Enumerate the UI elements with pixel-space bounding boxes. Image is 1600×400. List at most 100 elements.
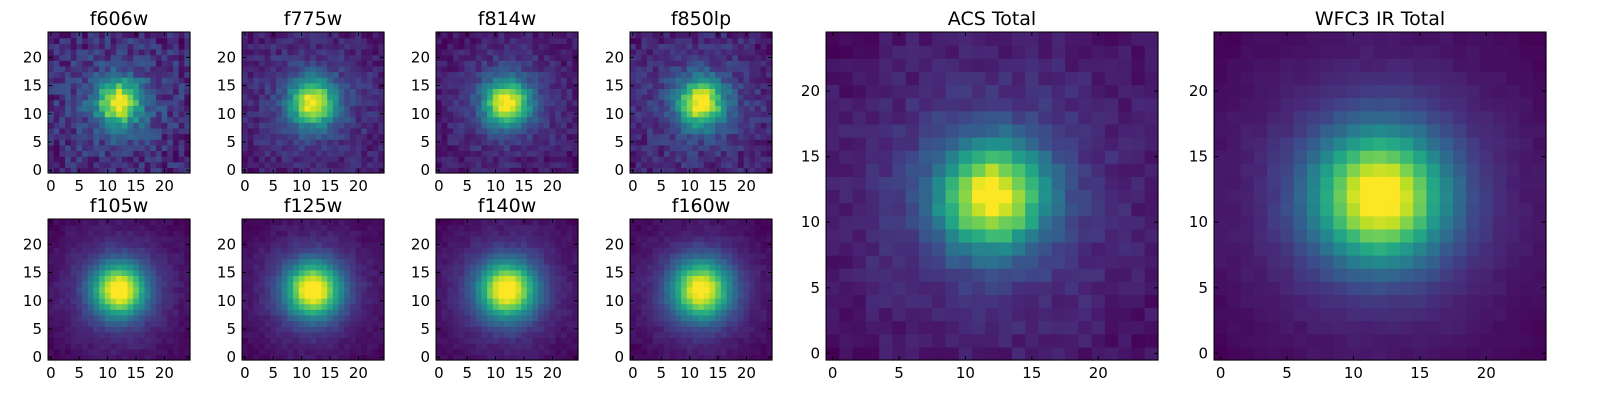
heatmap-cell <box>150 219 157 226</box>
heatmap-cell <box>669 167 677 174</box>
heatmap-cell <box>447 309 454 316</box>
heatmap-cell <box>366 331 374 339</box>
heatmap-cell <box>458 309 465 316</box>
heatmap-cell <box>121 252 129 260</box>
heatmap-cell <box>372 275 379 282</box>
heatmap-cell <box>464 43 471 50</box>
heatmap-cell <box>59 354 66 361</box>
heatmap-cell <box>464 37 471 44</box>
heatmap-cell <box>144 82 151 89</box>
heatmap-cell <box>270 122 277 129</box>
panel-title: f125w <box>284 195 343 217</box>
heatmap-cell <box>315 48 323 56</box>
heatmap-cell <box>492 309 500 316</box>
heatmap-cell <box>458 48 465 56</box>
heatmap-cell <box>310 331 317 339</box>
heatmap-cell <box>247 309 254 316</box>
heatmap-cell <box>138 354 146 361</box>
heatmap-cell <box>732 88 739 95</box>
heatmap-cell <box>470 116 477 123</box>
heatmap-cell <box>698 144 705 152</box>
heatmap-cell <box>441 65 448 73</box>
heatmap-cell <box>652 275 659 282</box>
heatmap-cell <box>116 331 123 339</box>
heatmap-cell <box>93 37 100 44</box>
heatmap-cell <box>315 331 323 339</box>
heatmap-cell <box>48 122 55 129</box>
heatmap-cell <box>737 127 745 135</box>
heatmap-cell <box>315 314 323 322</box>
heatmap-cell <box>338 99 345 106</box>
heatmap-cell <box>104 264 112 271</box>
heatmap-cell <box>447 275 454 282</box>
heatmap-cell <box>116 252 123 260</box>
heatmap-cell <box>349 309 357 316</box>
heatmap-cell <box>441 99 448 106</box>
heatmap-cell <box>121 320 129 327</box>
heatmap-cell <box>658 269 665 276</box>
heatmap-cell <box>65 94 72 101</box>
heatmap-cell <box>754 37 762 44</box>
heatmap-cell <box>675 122 682 129</box>
heatmap-cell <box>270 331 277 339</box>
heatmap-cell <box>259 309 266 316</box>
heatmap-cell <box>715 127 722 135</box>
heatmap-cell <box>709 309 716 316</box>
heatmap-cell <box>509 343 517 350</box>
heatmap-cell <box>338 116 345 123</box>
heatmap-cell <box>441 326 448 333</box>
heatmap-cell <box>87 65 95 73</box>
heatmap-cell <box>264 337 271 344</box>
heatmap-cell <box>464 258 471 265</box>
heatmap-cell <box>458 167 465 174</box>
heatmap-cell <box>349 269 357 276</box>
heatmap-cell <box>138 110 146 118</box>
heatmap-cell <box>247 167 254 174</box>
heatmap-cell <box>366 224 374 231</box>
heatmap-cell <box>53 269 60 276</box>
heatmap-cell <box>276 116 283 123</box>
heatmap-cell <box>138 337 146 344</box>
heatmap-cell <box>121 65 129 73</box>
heatmap-cell <box>453 292 460 299</box>
heatmap-cell <box>504 348 511 355</box>
heatmap-cell <box>681 71 688 78</box>
heatmap-cell <box>475 122 483 129</box>
heatmap-cell <box>150 43 157 50</box>
heatmap-cell <box>247 43 254 50</box>
heatmap-cell <box>754 337 762 344</box>
heatmap-cell <box>321 54 328 61</box>
heatmap-cell <box>560 269 568 276</box>
heatmap-cell <box>155 156 163 163</box>
heatmap-cell <box>481 150 488 157</box>
heatmap-cell <box>321 110 328 118</box>
heatmap-cell <box>464 99 471 106</box>
heatmap-cell <box>760 116 767 123</box>
heatmap-cell <box>566 156 573 163</box>
heatmap-cell <box>703 167 711 174</box>
heatmap-cell <box>378 303 385 310</box>
heatmap-cell <box>99 297 106 305</box>
heatmap-cell <box>630 303 637 310</box>
heatmap-cell <box>150 269 157 276</box>
heatmap-cell <box>355 331 362 339</box>
heatmap-cell <box>65 139 72 146</box>
heatmap-cell <box>441 48 448 56</box>
heatmap-cell <box>253 337 260 344</box>
heatmap-cell <box>93 43 100 50</box>
heatmap-cell <box>167 82 174 89</box>
heatmap-cell <box>155 105 163 112</box>
heatmap-cell <box>464 94 471 101</box>
heatmap-cell <box>184 286 191 293</box>
heatmap-cell <box>641 167 648 174</box>
heatmap-cell <box>259 82 266 89</box>
heatmap-cell <box>766 144 773 152</box>
heatmap-cell <box>447 54 454 61</box>
heatmap-cell <box>372 94 379 101</box>
heatmap-cell <box>184 343 191 350</box>
heatmap-cell <box>475 99 483 106</box>
heatmap-cell <box>304 37 311 44</box>
heatmap-cell <box>133 314 140 322</box>
heatmap-cell <box>675 348 682 355</box>
heatmap-cell <box>310 303 317 310</box>
